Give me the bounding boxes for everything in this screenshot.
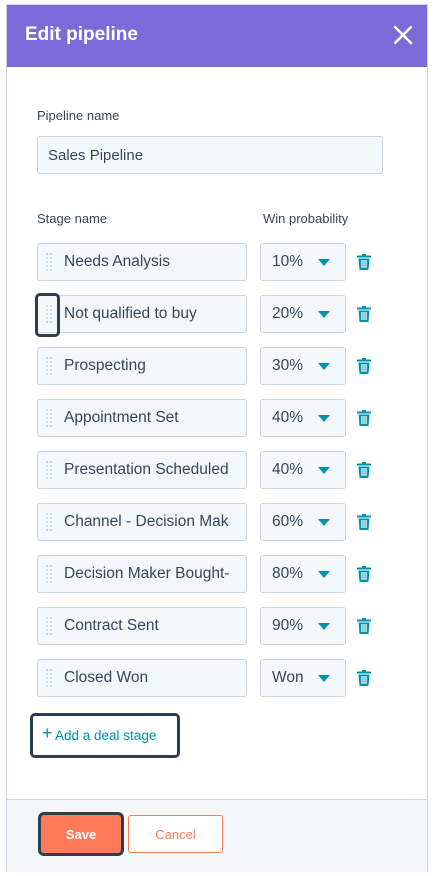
panel-header: Edit pipeline	[7, 5, 427, 67]
panel-footer: Save Cancel	[7, 799, 427, 872]
stage-row[interactable]: Appointment Set	[37, 399, 247, 437]
win-probability-select[interactable]: 40%	[260, 399, 346, 437]
caret-down-icon	[318, 311, 330, 318]
drag-handle-icon[interactable]	[46, 512, 52, 532]
panel-title: Edit pipeline	[25, 24, 138, 45]
win-probability-value: 60%	[272, 513, 304, 530]
win-probability-header: Win probability	[263, 211, 349, 226]
win-probability-value: 90%	[272, 617, 304, 634]
stage-row[interactable]: Contract Sent	[37, 607, 247, 645]
pipeline-name-input[interactable]	[37, 136, 383, 174]
trash-icon[interactable]	[357, 514, 371, 530]
stage-name-input[interactable]: Not qualified to buy	[64, 305, 197, 322]
trash-icon[interactable]	[357, 358, 371, 374]
plus-icon: +	[42, 723, 53, 743]
trash-icon[interactable]	[357, 670, 371, 686]
win-probability-value: 30%	[272, 357, 304, 374]
caret-down-icon	[318, 467, 330, 474]
close-icon[interactable]	[391, 23, 415, 47]
stage-row[interactable]: Channel - Decision Mak	[37, 503, 247, 541]
win-probability-value: Won	[272, 669, 304, 686]
trash-icon[interactable]	[357, 306, 371, 322]
drag-handle-icon[interactable]	[46, 460, 52, 480]
win-probability-select[interactable]: 90%	[260, 607, 346, 645]
caret-down-icon	[318, 675, 330, 682]
caret-down-icon	[318, 259, 330, 266]
win-probability-value: 40%	[272, 409, 304, 426]
caret-down-icon	[318, 415, 330, 422]
stage-name-input[interactable]: Appointment Set	[64, 409, 179, 426]
trash-icon[interactable]	[357, 566, 371, 582]
stage-name-header: Stage name	[37, 211, 108, 226]
stage-name-input[interactable]: Needs Analysis	[64, 253, 170, 270]
add-deal-stage-button[interactable]: + Add a deal stage	[37, 719, 177, 755]
caret-down-icon	[318, 623, 330, 630]
stage-row[interactable]: Presentation Scheduled	[37, 451, 247, 489]
win-probability-value: 40%	[272, 461, 304, 478]
edit-pipeline-panel: Edit pipeline Pipeline name Stage name W…	[6, 4, 428, 872]
stage-name-input[interactable]: Decision Maker Bought-	[64, 565, 230, 582]
win-probability-select[interactable]: 30%	[260, 347, 346, 385]
drag-handle-icon[interactable]	[46, 408, 52, 428]
stage-name-input[interactable]: Presentation Scheduled	[64, 461, 229, 478]
win-probability-value: 20%	[272, 305, 304, 322]
stage-row[interactable]: Needs Analysis	[37, 243, 247, 281]
drag-handle-icon[interactable]	[46, 668, 52, 688]
drag-handle-icon[interactable]	[46, 356, 52, 376]
win-probability-select[interactable]: 40%	[260, 451, 346, 489]
win-probability-value: 10%	[272, 253, 304, 270]
stage-name-input[interactable]: Prospecting	[64, 357, 146, 374]
win-probability-select[interactable]: 10%	[260, 243, 346, 281]
drag-handle-icon[interactable]	[46, 252, 52, 272]
trash-icon[interactable]	[357, 410, 371, 426]
add-deal-stage-label: Add a deal stage	[55, 728, 157, 743]
stage-row[interactable]: Not qualified to buy	[37, 295, 247, 333]
drag-handle-icon[interactable]	[46, 564, 52, 584]
trash-icon[interactable]	[357, 462, 371, 478]
focus-highlight-drag-handle	[35, 293, 60, 337]
trash-icon[interactable]	[357, 254, 371, 270]
pipeline-name-label: Pipeline name	[37, 108, 120, 123]
win-probability-select[interactable]: Won	[260, 659, 346, 697]
caret-down-icon	[318, 519, 330, 526]
win-probability-select[interactable]: 80%	[260, 555, 346, 593]
caret-down-icon	[318, 571, 330, 578]
caret-down-icon	[318, 363, 330, 370]
focus-highlight-add-stage	[30, 713, 180, 758]
trash-icon[interactable]	[357, 618, 371, 634]
drag-handle-icon[interactable]	[46, 304, 52, 324]
cancel-button[interactable]: Cancel	[128, 815, 223, 853]
drag-handle-icon[interactable]	[46, 616, 52, 636]
stage-name-input[interactable]: Closed Won	[64, 669, 149, 686]
win-probability-value: 80%	[272, 565, 304, 582]
stage-name-input[interactable]: Contract Sent	[64, 617, 159, 634]
win-probability-select[interactable]: 60%	[260, 503, 346, 541]
stage-row[interactable]: Prospecting	[37, 347, 247, 385]
stage-row[interactable]: Closed Won	[37, 659, 247, 697]
stage-row[interactable]: Decision Maker Bought-	[37, 555, 247, 593]
win-probability-select[interactable]: 20%	[260, 295, 346, 333]
stage-name-input[interactable]: Channel - Decision Mak	[64, 513, 229, 530]
save-button[interactable]: Save	[41, 815, 121, 853]
